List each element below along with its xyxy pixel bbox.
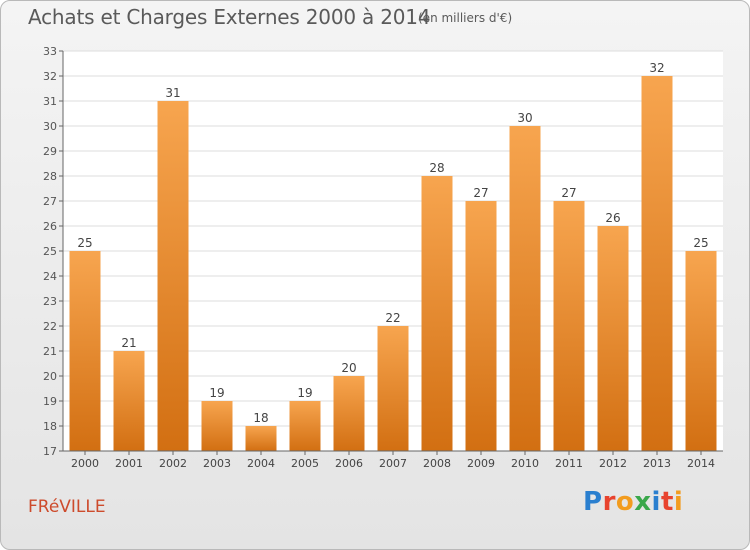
data-label-2002: 31 — [165, 86, 180, 100]
y-tick-label: 29 — [43, 145, 57, 158]
y-tick-label: 30 — [43, 120, 57, 133]
y-tick-label: 27 — [43, 195, 57, 208]
bar-2013 — [641, 76, 673, 451]
x-tick-label: 2009 — [467, 457, 495, 470]
data-label-2013: 32 — [649, 61, 664, 75]
bar-2014 — [685, 251, 717, 451]
data-label-2003: 19 — [209, 386, 224, 400]
bar-2010 — [509, 126, 541, 451]
data-label-2009: 27 — [473, 186, 488, 200]
logo-letter: P — [583, 487, 603, 517]
y-tick-label: 32 — [43, 70, 57, 83]
y-tick-label: 26 — [43, 220, 57, 233]
y-tick-label: 19 — [43, 395, 57, 408]
data-label-2007: 22 — [385, 311, 400, 325]
commune-name: FRéVILLE — [28, 497, 106, 517]
x-tick-label: 2013 — [643, 457, 671, 470]
y-tick-label: 28 — [43, 170, 57, 183]
bars — [69, 76, 717, 451]
data-label-2004: 18 — [253, 411, 268, 425]
data-label-2001: 21 — [121, 336, 136, 350]
data-label-2006: 20 — [341, 361, 356, 375]
proxiti-logo: Proxiti — [583, 487, 683, 517]
data-label-2011: 27 — [561, 186, 576, 200]
x-tick-label: 2014 — [687, 457, 715, 470]
data-label-2012: 26 — [605, 211, 620, 225]
logo-letter: r — [602, 487, 616, 517]
x-tick-label: 2006 — [335, 457, 363, 470]
y-tick-label: 20 — [43, 370, 57, 383]
bar-2008 — [421, 176, 453, 451]
x-tick-label: 2000 — [71, 457, 99, 470]
data-label-2010: 30 — [517, 111, 532, 125]
bar-2006 — [333, 376, 365, 451]
logo-letter: t — [660, 487, 674, 517]
data-label-2000: 25 — [77, 236, 92, 250]
x-tick-label: 2003 — [203, 457, 231, 470]
x-tick-label: 2010 — [511, 457, 539, 470]
bar-2007 — [377, 326, 409, 451]
data-label-2014: 25 — [693, 236, 708, 250]
data-label-2008: 28 — [429, 161, 444, 175]
x-tick-label: 2005 — [291, 457, 319, 470]
x-tick-label: 2011 — [555, 457, 583, 470]
x-tick-label: 2008 — [423, 457, 451, 470]
y-tick-label: 33 — [43, 45, 57, 58]
logo-letter: o — [615, 487, 635, 517]
logo-letter: i — [651, 487, 661, 517]
y-tick-label: 17 — [43, 445, 57, 458]
y-tick-label: 24 — [43, 270, 57, 283]
y-tick-label: 23 — [43, 295, 57, 308]
bar-2000 — [69, 251, 101, 451]
bar-2009 — [465, 201, 497, 451]
x-tick-label: 2004 — [247, 457, 275, 470]
bar-2005 — [289, 401, 321, 451]
y-tick-label: 21 — [43, 345, 57, 358]
data-label-2005: 19 — [297, 386, 312, 400]
bar-2001 — [113, 351, 145, 451]
bar-2003 — [201, 401, 233, 451]
x-tick-label: 2002 — [159, 457, 187, 470]
chart-title: Achats et Charges Externes 2000 à 2014 — [28, 5, 431, 29]
data-labels: 25 21 31 19 18 19 20 22 28 27 30 27 26 32 25 — [77, 61, 708, 425]
y-tick-label: 31 — [43, 95, 57, 108]
x-tick-label: 2001 — [115, 457, 143, 470]
logo-letter: x — [634, 487, 652, 517]
bar-2012 — [597, 226, 629, 451]
y-tick-label: 25 — [43, 245, 57, 258]
x-tick-label: 2007 — [379, 457, 407, 470]
chart-subtitle: (en milliers d'€) — [418, 11, 513, 25]
logo-letter: i — [673, 487, 684, 517]
bar-2004 — [245, 426, 277, 451]
axes: 17 18 19 20 21 22 23 24 25 26 27 28 29 30 31 32 33 2000 20… — [43, 45, 723, 470]
y-tick-label: 22 — [43, 320, 57, 333]
bar-2002 — [157, 101, 189, 451]
y-tick-label: 18 — [43, 420, 57, 433]
bar-2011 — [553, 201, 585, 451]
x-tick-label: 2012 — [599, 457, 627, 470]
